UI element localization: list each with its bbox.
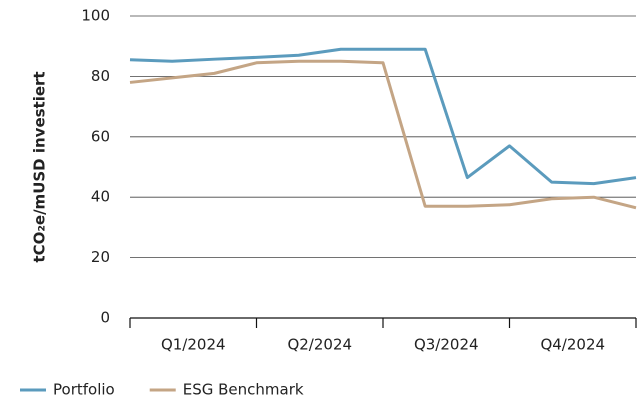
x-tick-label: Q4/2024 (540, 336, 605, 354)
line-series (129, 47, 637, 186)
y-tick-label: 20 (91, 248, 110, 266)
y-tick-label: 80 (91, 67, 110, 85)
legend-label: Portfolio (53, 381, 115, 399)
legend-label: ESG Benchmark (183, 381, 304, 399)
line-series (129, 59, 637, 210)
y-tick-label: 40 (91, 188, 110, 206)
y-tick-label: 100 (81, 7, 110, 25)
y-tick-label: 0 (100, 309, 110, 327)
x-tick-label: Q2/2024 (287, 336, 352, 354)
x-tick-label: Q1/2024 (161, 336, 226, 354)
x-tick-label: Q3/2024 (414, 336, 479, 354)
y-axis-label: tCO₂e/mUSD investiert (31, 71, 49, 262)
y-tick-label: 60 (91, 127, 110, 145)
